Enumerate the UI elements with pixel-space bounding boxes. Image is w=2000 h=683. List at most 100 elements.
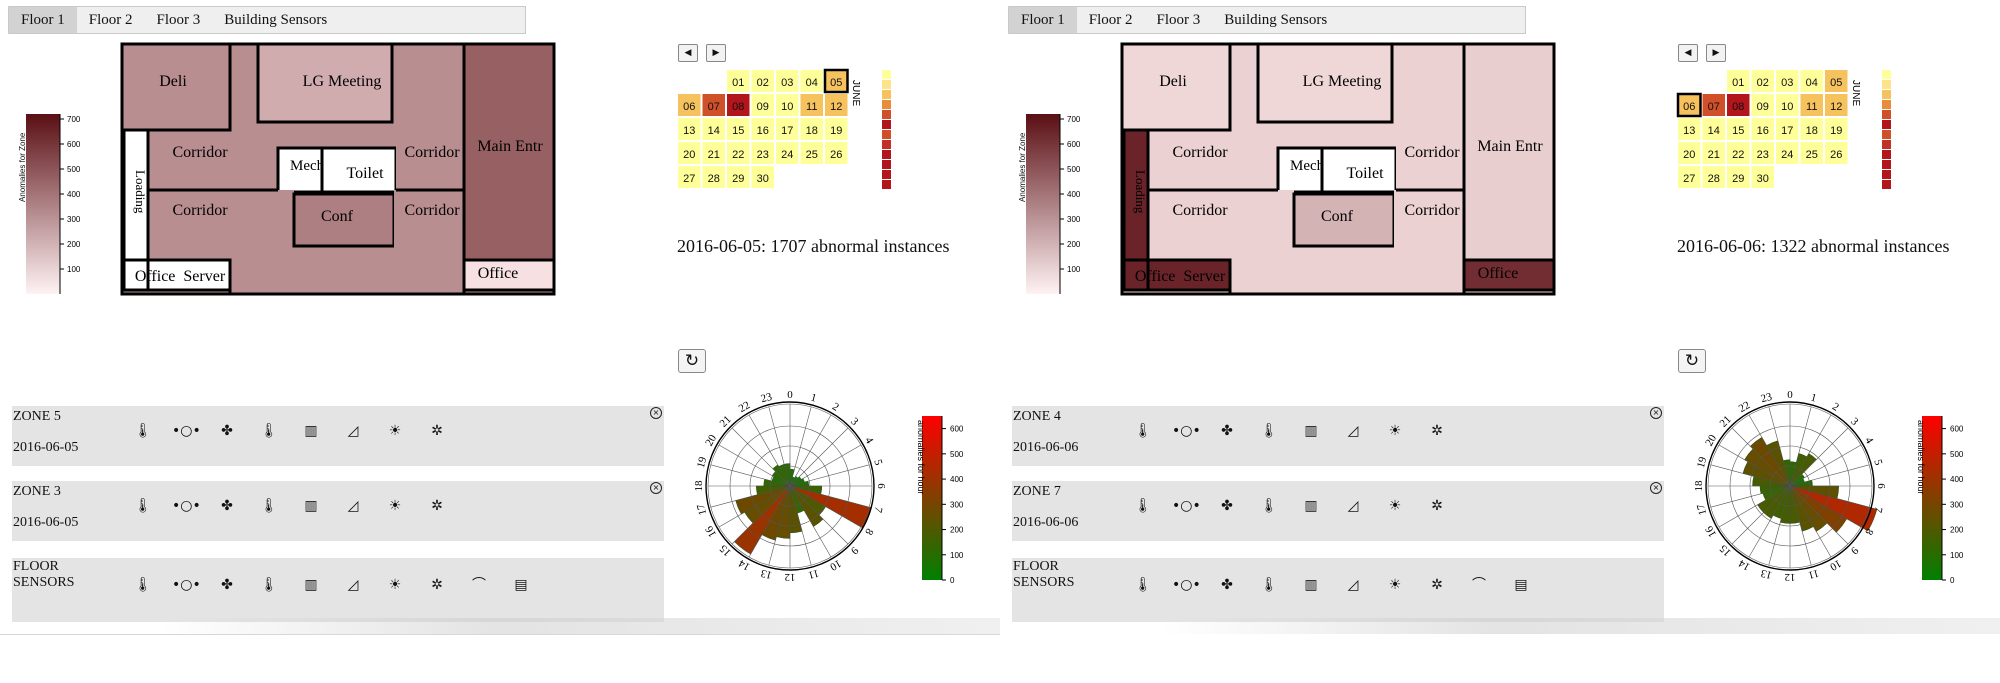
room-lg-meeting[interactable]: LG Meeting (1256, 42, 1394, 124)
fans-icon[interactable]: ✤ (1221, 577, 1233, 593)
dots-icon[interactable]: •○• (172, 498, 201, 514)
thermometer-icon[interactable]: 🌡 (1134, 577, 1152, 593)
calendar-day[interactable]: 19 (1825, 118, 1848, 140)
dots-icon[interactable]: •○• (1172, 498, 1201, 514)
calendar-day[interactable]: 19 (825, 118, 848, 140)
damper-icon[interactable]: ◿ (1347, 423, 1359, 439)
fan-icon[interactable]: ✲ (1431, 577, 1443, 593)
fans-icon[interactable]: ✤ (221, 577, 233, 593)
thermometer-icon[interactable]: 🌡 (1260, 577, 1278, 593)
calendar-day[interactable]: 17 (776, 118, 799, 140)
shower-icon[interactable]: ⌒ (472, 577, 486, 593)
calendar-day[interactable]: 09 (1751, 94, 1775, 116)
calendar-day[interactable]: 15 (1727, 118, 1750, 140)
tab-floor-3[interactable]: Floor 3 (156, 12, 201, 28)
calendar-day[interactable]: 15 (727, 118, 750, 140)
calendar-day[interactable]: 20 (678, 142, 701, 164)
calendar-day[interactable]: 14 (1702, 118, 1726, 140)
calendar-day[interactable]: 01 (727, 70, 750, 92)
thermometer-icon[interactable]: 🌡 (1134, 423, 1152, 439)
room-corridor-upper-left[interactable]: Corridor (1148, 130, 1278, 190)
panel-icon[interactable]: ▤ (1514, 577, 1528, 593)
zone-card[interactable]: FLOOR SENSORS 🌡 •○• ✤ 🌡 ▥ ◿ ☀ ✲ ⌒ ▤ (1012, 558, 1664, 622)
calendar-day[interactable]: 04 (800, 70, 824, 92)
calendar-day[interactable]: 07 (702, 94, 726, 116)
heater-icon[interactable]: ▥ (1304, 577, 1318, 593)
sun-thermometer-icon[interactable]: ☀ (388, 577, 402, 593)
zone-card[interactable]: ZONE 4 2016-06-06 × 🌡 •○• ✤ 🌡 ▥ ◿ ☀ ✲ (1012, 406, 1664, 466)
fan-icon[interactable]: ✲ (1431, 498, 1443, 514)
room-toilet[interactable]: Toilet (320, 146, 398, 194)
fan-icon[interactable]: ✲ (431, 423, 443, 439)
calendar-day[interactable]: 04 (1800, 70, 1824, 92)
heater-icon[interactable]: ▥ (304, 423, 318, 439)
heater-icon[interactable]: ▥ (304, 498, 318, 514)
calendar-day[interactable]: 20 (1678, 142, 1701, 164)
dots-icon[interactable]: •○• (1172, 423, 1201, 439)
dots-icon[interactable]: •○• (172, 423, 201, 439)
refresh-button[interactable]: ↻ (678, 349, 706, 373)
calendar-day[interactable]: 22 (727, 142, 750, 164)
close-card-button[interactable]: × (650, 407, 662, 419)
damper-icon[interactable]: ◿ (347, 423, 359, 439)
calendar-day[interactable]: 23 (1751, 142, 1775, 164)
calendar-day[interactable]: 30 (751, 166, 775, 188)
heater-icon[interactable]: ▥ (1304, 498, 1318, 514)
calendar-day[interactable]: 16 (751, 118, 775, 140)
zone-card[interactable]: ZONE 7 2016-06-06 × 🌡 •○• ✤ 🌡 ▥ ◿ ☀ ✲ (1012, 481, 1664, 541)
close-card-button[interactable]: × (1650, 407, 1662, 419)
sun-thermometer-icon[interactable]: ☀ (1388, 423, 1402, 439)
panel-icon[interactable]: ▤ (514, 577, 528, 593)
thermometer-icon[interactable]: 🌡 (134, 423, 152, 439)
thermometer-icon[interactable]: 🌡 (1260, 498, 1278, 514)
room-conf[interactable]: Conf (1292, 192, 1396, 248)
calendar-day[interactable]: 24 (1776, 142, 1799, 164)
calendar-day[interactable]: 05 (1825, 70, 1848, 92)
calendar-day[interactable]: 27 (678, 166, 701, 188)
calendar-day[interactable]: 29 (727, 166, 750, 188)
calendar-day[interactable]: 21 (1702, 142, 1726, 164)
calendar-day[interactable]: 27 (1678, 166, 1701, 188)
calendar-day[interactable]: 10 (776, 94, 799, 116)
calendar-day[interactable]: 01 (1727, 70, 1750, 92)
room-corridor-lower-right[interactable]: Corridor (394, 190, 464, 260)
sun-thermometer-icon[interactable]: ☀ (1388, 498, 1402, 514)
calendar-day[interactable]: 07 (1702, 94, 1726, 116)
room-corridor-lower-right[interactable]: Corridor (1394, 190, 1464, 260)
thermometer-icon[interactable]: 🌡 (260, 423, 278, 439)
tab-floor-2[interactable]: Floor 2 (88, 12, 133, 28)
prev-month-button[interactable]: ◀ (678, 44, 698, 62)
calendar-day[interactable]: 16 (1751, 118, 1775, 140)
heater-icon[interactable]: ▥ (1304, 423, 1318, 439)
calendar-day[interactable]: 06 (1676, 92, 1702, 118)
damper-icon[interactable]: ◿ (347, 498, 359, 514)
dots-icon[interactable]: •○• (172, 577, 201, 593)
thermometer-icon[interactable]: 🌡 (134, 577, 152, 593)
room-office-server[interactable]: Office Server (1122, 258, 1232, 292)
calendar-day[interactable]: 02 (1751, 70, 1775, 92)
heater-icon[interactable]: ▥ (304, 577, 318, 593)
tab-floor-3[interactable]: Floor 3 (1156, 12, 1201, 28)
tab-floor-1[interactable]: Floor 1 (9, 7, 77, 33)
room-office[interactable]: Office (1462, 258, 1556, 292)
calendar-day[interactable]: 25 (1800, 142, 1824, 164)
sun-thermometer-icon[interactable]: ☀ (388, 423, 402, 439)
tab-floor-1[interactable]: Floor 1 (1009, 7, 1077, 33)
fans-icon[interactable]: ✤ (1221, 498, 1233, 514)
thermometer-icon[interactable]: 🌡 (134, 498, 152, 514)
calendar-day[interactable]: 21 (702, 142, 726, 164)
damper-icon[interactable]: ◿ (1347, 498, 1359, 514)
damper-icon[interactable]: ◿ (347, 577, 359, 593)
fan-icon[interactable]: ✲ (1431, 423, 1443, 439)
calendar-day[interactable]: 13 (678, 118, 701, 140)
shower-icon[interactable]: ⌒ (1472, 577, 1486, 593)
calendar-day[interactable]: 26 (825, 142, 848, 164)
next-month-button[interactable]: ▶ (706, 44, 726, 62)
thermometer-icon[interactable]: 🌡 (1134, 498, 1152, 514)
zone-card[interactable]: ZONE 5 2016-06-05 × 🌡 •○• ✤ 🌡 ▥ ◿ ☀ ✲ (12, 406, 664, 466)
calendar-day[interactable]: 22 (1727, 142, 1750, 164)
room-office[interactable]: Office (462, 258, 556, 292)
tab-building-sensors[interactable]: Building Sensors (1224, 12, 1328, 28)
prev-month-button[interactable]: ◀ (1678, 44, 1698, 62)
sun-thermometer-icon[interactable]: ☀ (388, 498, 402, 514)
